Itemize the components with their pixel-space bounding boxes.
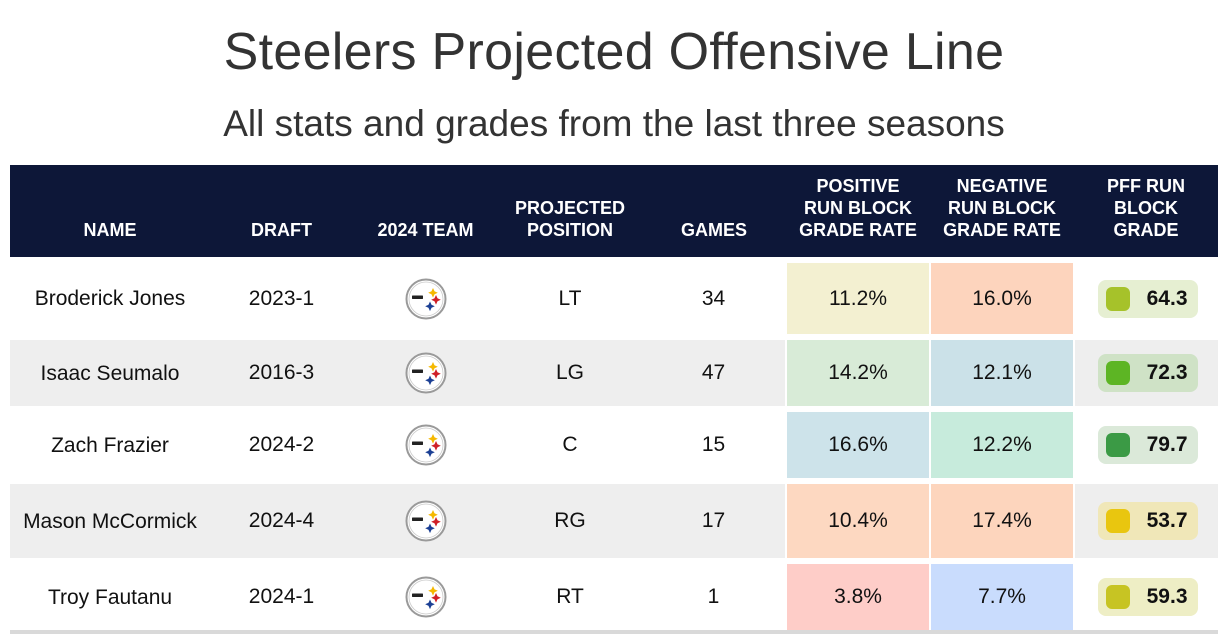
games-played: 34 bbox=[642, 263, 786, 334]
col-header-name: NAME bbox=[10, 165, 210, 257]
projected-position: C bbox=[498, 412, 642, 478]
positive-rate-cell: 16.6% bbox=[785, 412, 931, 478]
grade-value: 53.7 bbox=[1146, 509, 1188, 532]
col-header-pff-grade: PFF RUN BLOCK GRADE bbox=[1074, 165, 1218, 257]
draft-pick: 2024-1 bbox=[210, 564, 353, 630]
table-row: Broderick Jones 2023-1 LT 34 11.2% 16.0% 64.3 bbox=[10, 263, 1218, 334]
col-header-negative-rate: NEGATIVE RUN BLOCK GRADE RATE bbox=[930, 165, 1074, 257]
grade-color-swatch bbox=[1105, 361, 1130, 385]
pff-grade-cell: 64.3 bbox=[1074, 263, 1218, 334]
negative-rate-cell: 12.2% bbox=[929, 412, 1075, 478]
col-header-positive-rate: POSITIVE RUN BLOCK GRADE RATE bbox=[786, 165, 930, 257]
pff-grade-cell: 53.7 bbox=[1074, 484, 1218, 558]
col-header-pff-grade-text: PFF RUN BLOCK GRADE bbox=[1107, 176, 1185, 240]
team-cell bbox=[353, 340, 498, 406]
steelers-logo-icon bbox=[405, 278, 447, 320]
games-played: 17 bbox=[642, 484, 786, 558]
grade-color-swatch bbox=[1105, 433, 1130, 457]
negative-rate-cell: 16.0% bbox=[929, 263, 1075, 334]
positive-rate-cell: 10.4% bbox=[785, 484, 931, 558]
projected-position: LT bbox=[498, 263, 642, 334]
player-name: Zach Frazier bbox=[10, 412, 210, 478]
draft-pick: 2016-3 bbox=[210, 340, 353, 406]
negative-rate-cell: 7.7% bbox=[929, 564, 1075, 630]
draft-pick: 2023-1 bbox=[210, 263, 353, 334]
grade-color-swatch bbox=[1105, 585, 1130, 609]
col-header-position: PROJECTED POSITION bbox=[498, 165, 642, 257]
projected-position: RT bbox=[498, 564, 642, 630]
table-row: Troy Fautanu 2024-1 RT 1 3.8% 7.7% 59.3 bbox=[10, 564, 1218, 630]
grade-badge: 79.7 bbox=[1097, 426, 1198, 464]
grade-value: 72.3 bbox=[1146, 361, 1188, 384]
col-header-position-text: PROJECTED POSITION bbox=[514, 198, 626, 240]
grade-badge: 59.3 bbox=[1097, 578, 1198, 616]
col-header-negative-rate-text: NEGATIVE RUN BLOCK GRADE RATE bbox=[943, 176, 1061, 240]
row-spacer bbox=[10, 406, 1218, 412]
team-cell bbox=[353, 263, 498, 334]
steelers-logo-icon bbox=[405, 352, 447, 394]
grade-badge: 64.3 bbox=[1097, 279, 1198, 318]
chart-title: Steelers Projected Offensive Line bbox=[223, 23, 1005, 81]
table-row: Mason McCormick 2024-4 RG 17 10.4% 17.4% 53.7 bbox=[10, 484, 1218, 558]
table-row: Isaac Seumalo 2016-3 LG 47 14.2% 12.1% 72.3 bbox=[10, 340, 1218, 406]
draft-pick: 2024-2 bbox=[210, 412, 353, 478]
grade-badge: 53.7 bbox=[1097, 502, 1198, 540]
steelers-logo-icon bbox=[405, 424, 447, 466]
steelers-logo-icon bbox=[405, 500, 447, 542]
col-header-team: 2024 TEAM bbox=[353, 165, 498, 257]
pff-grade-cell: 79.7 bbox=[1074, 412, 1218, 478]
negative-rate-cell: 12.1% bbox=[929, 340, 1075, 406]
grade-value: 79.7 bbox=[1146, 433, 1188, 456]
team-cell bbox=[353, 412, 498, 478]
player-name: Isaac Seumalo bbox=[10, 340, 210, 406]
offensive-line-table: NAME DRAFT 2024 TEAM PROJECTED POSITION … bbox=[10, 165, 1218, 630]
games-played: 1 bbox=[642, 564, 786, 630]
col-header-games: GAMES bbox=[642, 165, 786, 257]
row-spacer bbox=[10, 334, 1218, 340]
player-name: Troy Fautanu bbox=[10, 564, 210, 630]
grade-color-swatch bbox=[1105, 509, 1130, 533]
grade-value: 64.3 bbox=[1146, 286, 1188, 310]
games-played: 47 bbox=[642, 340, 786, 406]
team-cell bbox=[353, 484, 498, 558]
projected-position: RG bbox=[498, 484, 642, 558]
table-header-row: NAME DRAFT 2024 TEAM PROJECTED POSITION … bbox=[10, 165, 1218, 257]
pff-grade-cell: 72.3 bbox=[1074, 340, 1218, 406]
chart-subtitle: All stats and grades from the last three… bbox=[223, 103, 1005, 144]
negative-rate-cell: 17.4% bbox=[929, 484, 1075, 558]
grade-badge: 72.3 bbox=[1097, 354, 1198, 392]
table-bottom-rule bbox=[10, 630, 1218, 634]
row-spacer bbox=[10, 558, 1218, 564]
positive-rate-cell: 14.2% bbox=[785, 340, 931, 406]
games-played: 15 bbox=[642, 412, 786, 478]
positive-rate-cell: 11.2% bbox=[785, 263, 931, 334]
col-header-positive-rate-text: POSITIVE RUN BLOCK GRADE RATE bbox=[799, 176, 917, 240]
steelers-logo-icon bbox=[405, 576, 447, 618]
player-name: Mason McCormick bbox=[10, 484, 210, 558]
row-spacer bbox=[10, 478, 1218, 484]
projected-position: LG bbox=[498, 340, 642, 406]
pff-grade-cell: 59.3 bbox=[1074, 564, 1218, 630]
team-cell bbox=[353, 564, 498, 630]
table-row: Zach Frazier 2024-2 C 15 16.6% 12.2% 79.7 bbox=[10, 412, 1218, 478]
col-header-draft: DRAFT bbox=[210, 165, 353, 257]
grade-color-swatch bbox=[1105, 286, 1130, 311]
player-name: Broderick Jones bbox=[10, 263, 210, 334]
draft-pick: 2024-4 bbox=[210, 484, 353, 558]
row-spacer bbox=[10, 257, 1218, 263]
grade-value: 59.3 bbox=[1146, 585, 1188, 608]
positive-rate-cell: 3.8% bbox=[785, 564, 931, 630]
